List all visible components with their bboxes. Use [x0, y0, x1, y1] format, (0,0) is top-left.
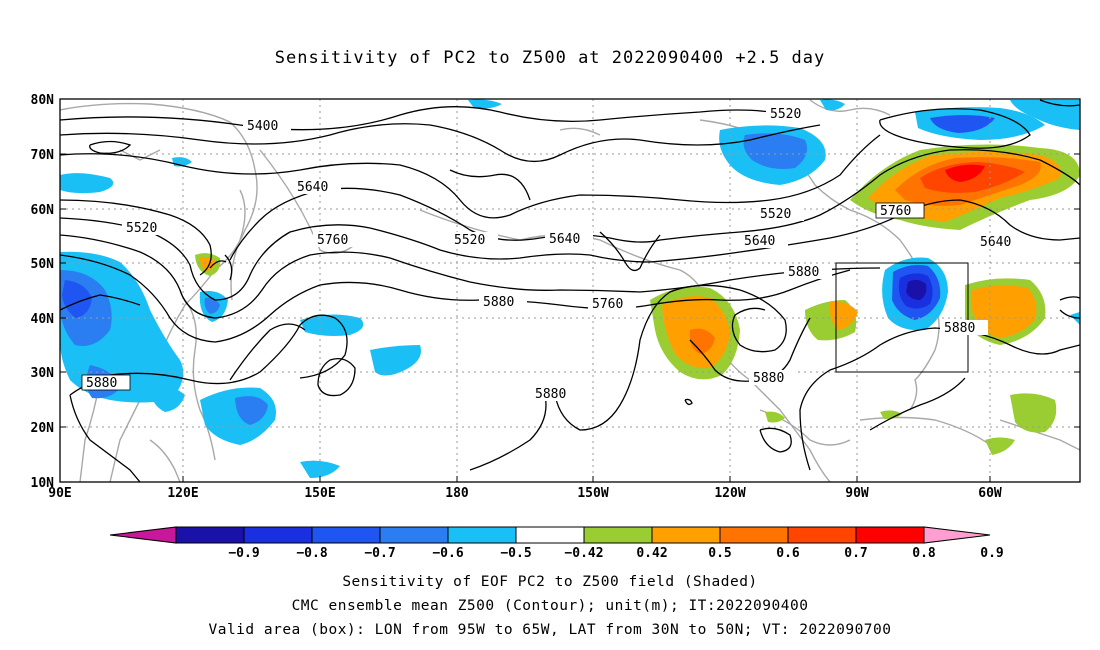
- colorbar-label: −0.6: [432, 546, 463, 561]
- svg-text:5640: 5640: [744, 234, 775, 249]
- colorbar-swatch: [787, 526, 857, 544]
- colorbar-swatch: [583, 526, 653, 544]
- colorbar: −0.9 −0.8 −0.7 −0.6 −0.5 −0.42 0.42 0.5 0.6 0.7 0.…: [109, 526, 1004, 561]
- colorbar-label: 0.9: [980, 546, 1003, 561]
- svg-text:5520: 5520: [760, 207, 791, 222]
- contour-label: 5640: [740, 233, 788, 249]
- svg-text:5640: 5640: [297, 180, 328, 195]
- colorbar-label: −0.42: [564, 546, 603, 561]
- contour-label: 5880: [940, 320, 988, 336]
- colorbar-extend-low: [109, 526, 177, 544]
- contour-label: 5640: [545, 231, 593, 247]
- svg-text:5520: 5520: [126, 221, 157, 236]
- axis-ticks: [60, 98, 1080, 482]
- colorbar-label: −0.9: [228, 546, 259, 561]
- lat-label: 30N: [31, 366, 55, 381]
- lat-label: 60N: [31, 203, 55, 218]
- contour-label: 5640: [293, 179, 341, 195]
- svg-text:5880: 5880: [535, 387, 566, 402]
- svg-text:5640: 5640: [980, 235, 1011, 250]
- map-title: Sensitivity of PC2 to Z500 at 2022090400…: [274, 48, 826, 68]
- colorbar-extend-high: [923, 526, 991, 544]
- lat-label: 40N: [31, 312, 55, 327]
- colorbar-label: 0.5: [708, 546, 731, 561]
- colorbar-swatch: [515, 526, 585, 544]
- lat-label: 80N: [31, 93, 55, 108]
- contour-label: 5880: [531, 386, 579, 402]
- lon-label: 60W: [978, 486, 1002, 501]
- svg-text:5880: 5880: [86, 376, 117, 391]
- colorbar-swatch: [243, 526, 313, 544]
- colorbar-label: 0.6: [776, 546, 800, 561]
- colorbar-swatch: [311, 526, 381, 544]
- colorbar-swatch: [175, 526, 245, 544]
- svg-text:5760: 5760: [317, 233, 348, 248]
- svg-text:5400: 5400: [247, 119, 278, 134]
- contour-label: 5520: [756, 206, 804, 222]
- contour-label: 5760: [875, 202, 925, 219]
- svg-text:5880: 5880: [788, 265, 819, 280]
- caption-line-2: CMC ensemble mean Z500 (Contour); unit(m…: [291, 598, 809, 614]
- lon-label: 150E: [304, 486, 335, 501]
- colorbar-label: −0.8: [296, 546, 327, 561]
- svg-text:5880: 5880: [483, 295, 514, 310]
- plot-frame: [59, 98, 1081, 483]
- contour-label: 5520: [450, 232, 498, 248]
- colorbar-swatch: [855, 526, 925, 544]
- caption-line-3: Valid area (box): LON from 95W to 65W, L…: [208, 622, 892, 638]
- lon-label: 150W: [577, 486, 608, 501]
- valid-area-box: [835, 262, 969, 373]
- lon-label: 120E: [167, 486, 198, 501]
- lon-label: 90E: [48, 486, 71, 501]
- colorbar-swatch: [379, 526, 449, 544]
- lon-label: 180: [445, 486, 469, 501]
- contour-label: 5760: [588, 296, 636, 312]
- colorbar-swatch: [651, 526, 721, 544]
- colorbar-label: −0.5: [500, 546, 531, 561]
- latitude-labels: 80N 70N 60N 50N 40N 30N 20N 10N: [31, 93, 55, 491]
- svg-text:5760: 5760: [880, 204, 911, 219]
- caption-line-1: Sensitivity of EOF PC2 to Z500 field (Sh…: [342, 574, 758, 590]
- lon-label: 120W: [714, 486, 745, 501]
- contour-label: 5880: [479, 294, 527, 310]
- z500-contours: [60, 99, 1080, 482]
- colorbar-label: −0.7: [364, 546, 395, 561]
- contour-label: 5400: [243, 118, 291, 134]
- contour-label: 5520: [766, 106, 814, 122]
- contour-label: 5880: [81, 374, 131, 391]
- contour-label: 5760: [313, 232, 361, 248]
- lat-label: 70N: [31, 148, 55, 163]
- colorbar-label: 0.7: [844, 546, 867, 561]
- colorbar-swatch: [719, 526, 789, 544]
- svg-text:5880: 5880: [944, 321, 975, 336]
- svg-text:5520: 5520: [770, 107, 801, 122]
- lat-label: 50N: [31, 257, 55, 272]
- colorbar-swatch: [447, 526, 517, 544]
- contour-label: 5640: [976, 234, 1024, 250]
- contour-label: 5880: [749, 370, 797, 386]
- contour-label: 5880: [784, 264, 832, 280]
- longitude-labels: 90E 120E 150E 180 150W 120W 90W 60W: [48, 486, 1002, 501]
- lat-label: 20N: [31, 421, 55, 436]
- contour-labels: 5400 5520 5640 5760 5880 5520 5640 5520 …: [81, 106, 1024, 402]
- negative-sensitivity: [60, 99, 1080, 478]
- colorbar-label: 0.8: [912, 546, 936, 561]
- colorbar-label: 0.42: [636, 546, 667, 561]
- contour-label: 5520: [122, 220, 170, 236]
- lat-label: 10N: [31, 476, 55, 491]
- svg-text:5640: 5640: [549, 232, 580, 247]
- svg-text:5880: 5880: [753, 371, 784, 386]
- svg-text:5520: 5520: [454, 233, 485, 248]
- lon-label: 90W: [845, 486, 869, 501]
- svg-text:5760: 5760: [592, 297, 623, 312]
